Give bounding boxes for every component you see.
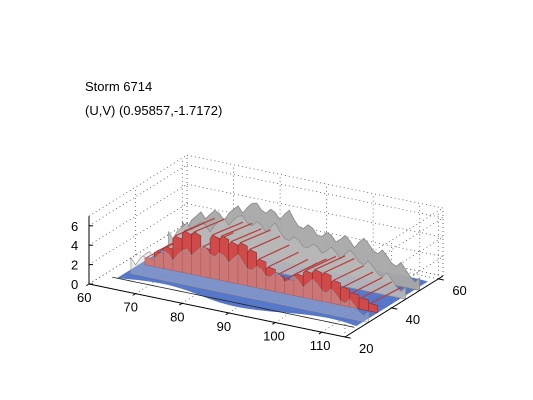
inner-core-streak (230, 228, 262, 243)
z-tick-label: 4 (71, 238, 78, 253)
x-tick-mark (85, 283, 90, 287)
inner-core-column (247, 249, 257, 289)
inner-core-column (200, 246, 211, 279)
x-tick-mark (318, 331, 322, 335)
outer-isosurface-front (130, 247, 369, 323)
inner-core-column (293, 273, 304, 298)
inner-core-column (209, 234, 220, 281)
x-tick-label: 70 (124, 300, 138, 315)
inner-core-column (172, 235, 183, 273)
inner-core-column (265, 266, 276, 292)
inner-core-streak (333, 265, 365, 281)
inner-core-streak (212, 221, 243, 236)
grid-left-wall-horizontal (88, 164, 188, 227)
storm-isosurface (112, 202, 428, 328)
inner-core-column (368, 303, 378, 314)
grid-left-wall-horizontal (88, 183, 188, 246)
inner-core-column (349, 292, 360, 310)
z-tick-label: 2 (71, 258, 78, 273)
inner-core-streak (351, 276, 383, 294)
inner-core-streak (221, 222, 253, 237)
y-tick-label: 40 (406, 312, 420, 327)
inner-core-streak (277, 258, 309, 276)
z-tick-label: 6 (71, 219, 78, 234)
grid-left-wall-horizontal (88, 222, 188, 285)
inner-core-streak (342, 271, 374, 288)
inner-core-streak (323, 258, 355, 274)
inner-core-streak (268, 251, 299, 268)
inner-core-column (321, 272, 332, 304)
grid-left-wall-horizontal (88, 154, 188, 217)
inner-core-streak (193, 218, 225, 233)
y-tick-label: 60 (452, 283, 466, 298)
figure-title: Storm 6714 (U,V) (0.95857,-1.7172) (85, 79, 222, 118)
inner-core-streak (258, 244, 290, 260)
grid-side-wall-horizontal (344, 256, 444, 318)
title-line-1: Storm 6714 (85, 79, 152, 94)
x-axis-line (88, 283, 346, 338)
x-tick-label: 110 (310, 338, 331, 353)
inner-core-column (144, 257, 155, 267)
inner-core-streak (249, 235, 281, 250)
inner-core-streak (240, 229, 271, 244)
inner-core-streak (314, 255, 346, 271)
inner-core-column (312, 269, 323, 302)
y-tick-label: 20 (359, 341, 373, 356)
inner-core-streak (361, 281, 392, 299)
z-tick-label: 0 (71, 277, 78, 292)
grid-side-wall-horizontal (344, 217, 444, 280)
x-tick-mark (132, 293, 136, 296)
inner-core-column (237, 242, 248, 287)
inner-core-column (256, 258, 267, 291)
grid-left-wall-horizontal (88, 203, 188, 265)
title-line-2: (U,V) (0.95857,-1.7172) (85, 103, 222, 118)
inner-core-column (219, 235, 230, 283)
inner-core-streak (370, 286, 402, 305)
y-tick-mark (344, 336, 351, 339)
inner-core-column (330, 280, 341, 306)
x-tick-label: 100 (263, 329, 285, 344)
x-tick-mark (179, 302, 183, 306)
inner-core-column (191, 231, 202, 277)
inner-core-column (153, 251, 164, 269)
grid-side-wall-horizontal (344, 207, 444, 270)
x-tick-label: 90 (217, 319, 231, 334)
y-axis-line (344, 275, 444, 338)
inner-core-column (181, 230, 192, 275)
inner-core-streak (305, 255, 337, 272)
x-tick-mark (272, 322, 276, 325)
grid-back-wall-horizontal (186, 164, 444, 219)
grid-side-wall-horizontal (344, 236, 444, 299)
axes-frame (88, 216, 444, 338)
footprint-outline (112, 276, 355, 328)
y-tick-mark (438, 278, 445, 281)
x-tick-label: 60 (77, 290, 91, 305)
inner-core-streak (295, 258, 327, 275)
inner-core-column (302, 270, 313, 300)
inner-core-column (228, 241, 239, 285)
x-tick-mark (225, 312, 229, 316)
inner-core-column (358, 297, 369, 312)
x-tick-label: 80 (170, 309, 184, 324)
inner-core-streak (184, 217, 216, 232)
grid-back-wall-horizontal (186, 154, 444, 209)
y-tick-mark (391, 307, 398, 310)
